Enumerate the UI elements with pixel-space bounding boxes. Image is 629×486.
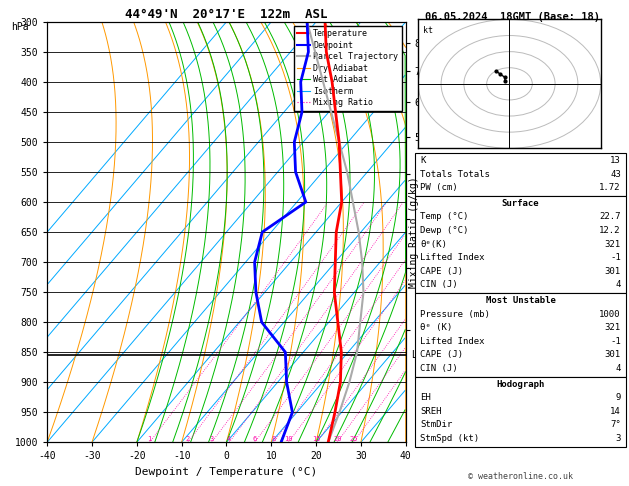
- Text: -1: -1: [610, 337, 621, 346]
- Text: Most Unstable: Most Unstable: [486, 296, 555, 305]
- Text: StmSpd (kt): StmSpd (kt): [420, 434, 479, 443]
- Text: 20: 20: [333, 436, 342, 442]
- Text: SREH: SREH: [420, 407, 442, 416]
- Text: θᵉ(K): θᵉ(K): [420, 240, 447, 249]
- Text: CIN (J): CIN (J): [420, 364, 458, 373]
- Text: CAPE (J): CAPE (J): [420, 267, 463, 276]
- Text: Lifted Index: Lifted Index: [420, 253, 485, 262]
- Text: 1.72: 1.72: [599, 183, 621, 192]
- Text: kt: kt: [423, 26, 433, 35]
- Text: CAPE (J): CAPE (J): [420, 350, 463, 360]
- X-axis label: Dewpoint / Temperature (°C): Dewpoint / Temperature (°C): [135, 467, 318, 477]
- Text: EH: EH: [420, 393, 431, 402]
- Text: Pressure (mb): Pressure (mb): [420, 310, 490, 319]
- Text: LCL: LCL: [406, 350, 429, 360]
- Text: 8: 8: [272, 436, 276, 442]
- Text: 22.7: 22.7: [599, 212, 621, 222]
- Text: hPa: hPa: [11, 22, 29, 32]
- Text: 301: 301: [604, 350, 621, 360]
- Text: 43: 43: [610, 170, 621, 179]
- Text: 13: 13: [610, 156, 621, 165]
- Text: 7°: 7°: [610, 420, 621, 430]
- Text: Dewp (°C): Dewp (°C): [420, 226, 469, 235]
- Text: 1000: 1000: [599, 310, 621, 319]
- Text: -1: -1: [610, 253, 621, 262]
- Text: Surface: Surface: [502, 199, 539, 208]
- Text: 6: 6: [253, 436, 257, 442]
- Legend: Temperature, Dewpoint, Parcel Trajectory, Dry Adiabat, Wet Adiabat, Isotherm, Mi: Temperature, Dewpoint, Parcel Trajectory…: [294, 26, 401, 111]
- Text: CIN (J): CIN (J): [420, 280, 458, 290]
- Y-axis label: km
ASL: km ASL: [422, 223, 443, 241]
- Text: 4: 4: [227, 436, 231, 442]
- Text: 3: 3: [209, 436, 214, 442]
- Text: 321: 321: [604, 323, 621, 332]
- Text: 15: 15: [313, 436, 321, 442]
- Text: Totals Totals: Totals Totals: [420, 170, 490, 179]
- Text: StmDir: StmDir: [420, 420, 452, 430]
- Text: 1: 1: [148, 436, 152, 442]
- Text: 14: 14: [610, 407, 621, 416]
- Title: 44°49'N  20°17'E  122m  ASL: 44°49'N 20°17'E 122m ASL: [125, 8, 328, 21]
- Text: 12.2: 12.2: [599, 226, 621, 235]
- Text: K: K: [420, 156, 426, 165]
- Text: Hodograph: Hodograph: [496, 380, 545, 389]
- Text: PW (cm): PW (cm): [420, 183, 458, 192]
- Text: 9: 9: [615, 393, 621, 402]
- Text: 2: 2: [186, 436, 190, 442]
- Text: Temp (°C): Temp (°C): [420, 212, 469, 222]
- Text: 4: 4: [615, 364, 621, 373]
- Text: 10: 10: [284, 436, 292, 442]
- Text: 06.05.2024  18GMT (Base: 18): 06.05.2024 18GMT (Base: 18): [425, 12, 600, 22]
- Text: 301: 301: [604, 267, 621, 276]
- Text: 25: 25: [349, 436, 358, 442]
- Text: 4: 4: [615, 280, 621, 290]
- Text: 3: 3: [615, 434, 621, 443]
- Text: θᵉ (K): θᵉ (K): [420, 323, 452, 332]
- Text: © weatheronline.co.uk: © weatheronline.co.uk: [468, 472, 573, 481]
- Text: Mixing Ratio (g/kg): Mixing Ratio (g/kg): [409, 176, 419, 288]
- Text: 321: 321: [604, 240, 621, 249]
- Text: Lifted Index: Lifted Index: [420, 337, 485, 346]
